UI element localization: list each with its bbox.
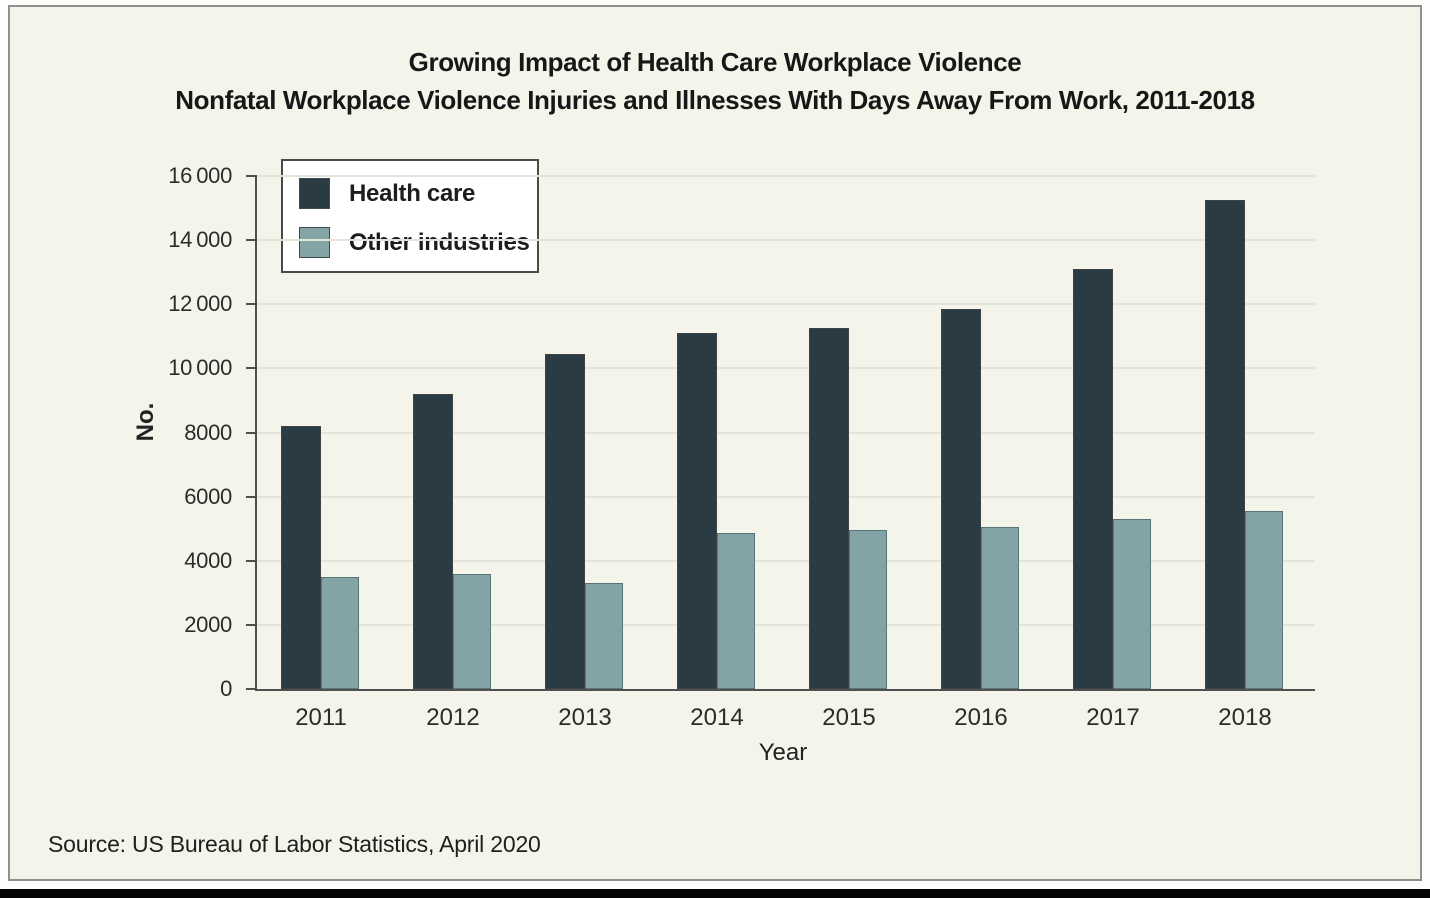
gridline-12000 bbox=[255, 303, 1315, 305]
gridline-16000 bbox=[255, 175, 1315, 177]
y-axis-line bbox=[255, 175, 257, 691]
bar-other-industries-2011 bbox=[321, 577, 359, 689]
x-tick-label-2013: 2013 bbox=[558, 704, 612, 731]
legend-swatch-health-care bbox=[299, 178, 330, 209]
gridline-10000 bbox=[255, 367, 1315, 369]
legend-label-other-industries: Other industries bbox=[349, 229, 530, 256]
y-tick-label-4000: 4000 bbox=[184, 548, 232, 573]
x-axis-title: Year bbox=[758, 739, 808, 766]
x-tick-label-2017: 2017 bbox=[1086, 704, 1140, 731]
y-tick-label-14000: 14 000 bbox=[168, 227, 232, 252]
y-tick-label-16000: 16 000 bbox=[168, 163, 232, 188]
y-tick-16000 bbox=[246, 175, 255, 177]
y-tick-10000 bbox=[246, 367, 255, 369]
x-tick-label-2016: 2016 bbox=[954, 704, 1008, 731]
bar-other-industries-2014 bbox=[717, 533, 755, 689]
x-tick-label-2011: 2011 bbox=[295, 704, 347, 731]
bar-health-care-2018 bbox=[1205, 200, 1245, 689]
bar-other-industries-2018 bbox=[1245, 511, 1283, 689]
x-tick-label-2018: 2018 bbox=[1218, 704, 1272, 731]
window-bottom-edge bbox=[0, 889, 1430, 898]
gridline-4000 bbox=[255, 560, 1315, 562]
bar-health-care-2016 bbox=[941, 309, 981, 689]
bar-health-care-2014 bbox=[677, 333, 717, 689]
chart-title-line2: Nonfatal Workplace Violence Injuries and… bbox=[175, 85, 1255, 115]
bar-health-care-2017 bbox=[1073, 269, 1113, 689]
legend-label-health-care: Health care bbox=[349, 180, 476, 207]
x-tick-label-2015: 2015 bbox=[822, 704, 876, 731]
y-tick-label-2000: 2000 bbox=[184, 612, 232, 637]
bar-health-care-2012 bbox=[413, 394, 453, 689]
gridline-14000 bbox=[255, 239, 1315, 241]
y-tick-12000 bbox=[246, 303, 255, 305]
bar-other-industries-2013 bbox=[585, 583, 623, 689]
chart-title: Growing Impact of Health Care Workplace … bbox=[10, 43, 1420, 119]
y-tick-label-12000: 12 000 bbox=[168, 291, 232, 316]
y-tick-4000 bbox=[246, 560, 255, 562]
chart-figure: Growing Impact of Health Care Workplace … bbox=[8, 5, 1422, 881]
bar-other-industries-2016 bbox=[981, 527, 1019, 689]
y-tick-6000 bbox=[246, 496, 255, 498]
y-tick-label-6000: 6000 bbox=[184, 484, 232, 509]
x-tick-label-2012: 2012 bbox=[426, 704, 480, 731]
x-axis-line bbox=[255, 689, 1315, 691]
y-tick-label-0: 0 bbox=[220, 676, 232, 701]
legend-swatch-other-industries bbox=[299, 227, 330, 258]
bar-health-care-2011 bbox=[281, 426, 321, 689]
x-tick-label-2014: 2014 bbox=[690, 704, 744, 731]
bar-other-industries-2017 bbox=[1113, 519, 1151, 689]
y-tick-0 bbox=[246, 688, 255, 690]
y-tick-8000 bbox=[246, 432, 255, 434]
bar-health-care-2015 bbox=[809, 328, 849, 689]
chart-title-line1: Growing Impact of Health Care Workplace … bbox=[408, 47, 1022, 77]
y-tick-2000 bbox=[246, 624, 255, 626]
bar-other-industries-2012 bbox=[453, 574, 491, 689]
chart-legend: Health care Other industries bbox=[281, 159, 539, 273]
gridline-6000 bbox=[255, 496, 1315, 498]
y-tick-label-10000: 10 000 bbox=[168, 355, 232, 380]
bar-other-industries-2015 bbox=[849, 530, 887, 689]
gridline-8000 bbox=[255, 432, 1315, 434]
y-tick-label-8000: 8000 bbox=[184, 420, 232, 445]
bar-health-care-2013 bbox=[545, 354, 585, 689]
y-tick-14000 bbox=[246, 239, 255, 241]
gridline-2000 bbox=[255, 624, 1315, 626]
source-caption: Source: US Bureau of Labor Statistics, A… bbox=[48, 831, 541, 857]
